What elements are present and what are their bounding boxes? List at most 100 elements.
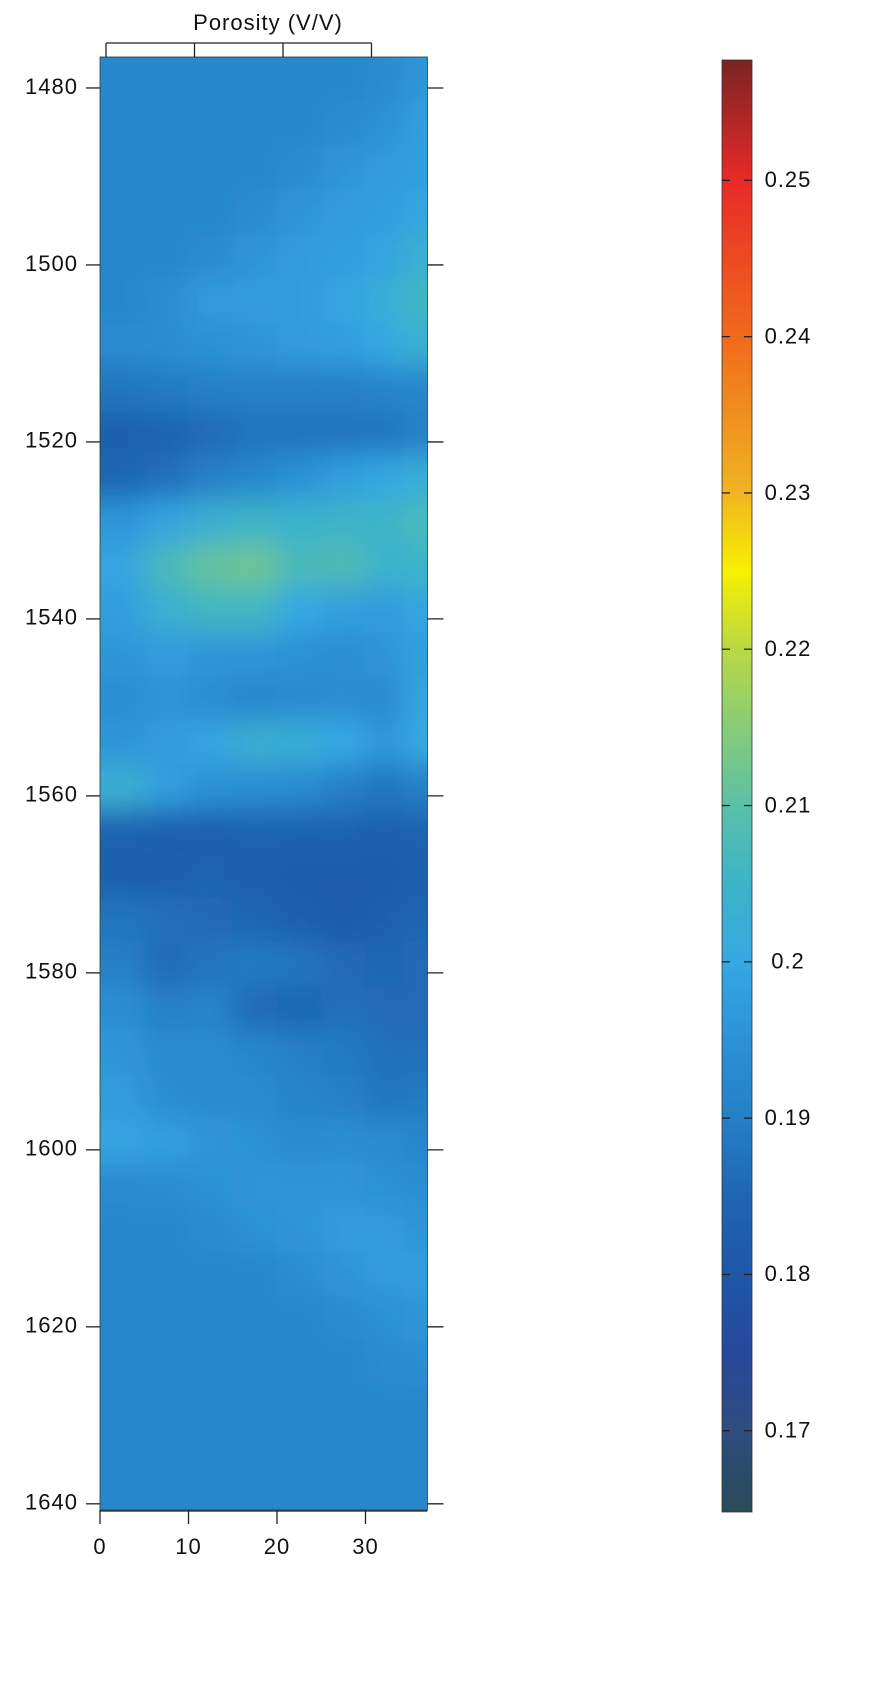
heatmap-cell <box>321 1118 366 1164</box>
heatmap-cell <box>232 410 278 456</box>
heatmap-cell <box>277 1472 322 1510</box>
heatmap-cell <box>100 632 145 677</box>
heatmap-cell <box>277 1118 322 1164</box>
heatmap-cell <box>365 1030 404 1076</box>
heatmap-cell <box>232 676 278 722</box>
heatmap-cell <box>277 145 322 191</box>
heatmap-cell <box>232 278 278 323</box>
heatmap-cell <box>365 189 404 235</box>
heatmap-cell <box>365 101 404 146</box>
heatmap-cell <box>403 1251 428 1297</box>
heatmap-cell <box>403 897 428 943</box>
heatmap-cell <box>144 897 189 943</box>
y-tick-label: 1540 <box>25 605 78 630</box>
heatmap-cell <box>144 455 189 500</box>
heatmap-cell <box>403 986 428 1031</box>
heatmap-cell <box>403 587 428 633</box>
heatmap-cell <box>144 1251 189 1297</box>
heatmap-cell <box>232 1340 278 1385</box>
heatmap-cell <box>321 587 366 633</box>
heatmap-cell <box>232 1118 278 1164</box>
y-tick-label: 1480 <box>25 74 78 99</box>
heatmap-cell <box>277 57 322 102</box>
heatmap-cell <box>403 410 428 456</box>
heatmap-cell <box>144 676 189 722</box>
heatmap-cell <box>277 941 322 987</box>
heatmap-cell <box>277 587 322 633</box>
heatmap-cell <box>403 1118 428 1164</box>
heatmap-cell <box>277 676 322 722</box>
heatmap-cell <box>100 543 145 589</box>
heatmap-cell <box>144 1340 189 1385</box>
heatmap-cell <box>100 366 145 412</box>
heatmap-cell <box>188 1251 234 1297</box>
heatmap-cell <box>277 322 322 368</box>
heatmap-cell <box>321 764 366 810</box>
heatmap-cell <box>144 145 189 191</box>
heatmap-cell <box>321 897 366 943</box>
heatmap-cell <box>232 809 278 854</box>
heatmap-cell <box>188 101 234 146</box>
heatmap-cell <box>144 57 189 102</box>
heatmap-cell <box>365 1074 404 1120</box>
heatmap-cell <box>144 1163 189 1208</box>
heatmap-cell <box>403 632 428 677</box>
heatmap-cell <box>188 366 234 412</box>
heatmap-cell <box>321 1384 366 1430</box>
heatmap-cell <box>232 1384 278 1430</box>
heatmap-cell <box>100 1340 145 1385</box>
heatmap-cell <box>365 278 404 323</box>
heatmap-cell <box>403 366 428 412</box>
heatmap-cell <box>144 366 189 412</box>
heatmap-cell <box>403 941 428 987</box>
heatmap-cell <box>365 587 404 633</box>
heatmap-cell <box>144 278 189 323</box>
heatmap-cell <box>277 720 322 766</box>
heatmap-cell <box>365 764 404 810</box>
heatmap-cell <box>144 764 189 810</box>
heatmap-cell <box>277 809 322 854</box>
heatmap-cell <box>321 322 366 368</box>
heatmap-cell <box>188 1472 234 1510</box>
heatmap-cell <box>277 1428 322 1474</box>
heatmap-cell <box>365 986 404 1031</box>
heatmap-cell <box>365 499 404 545</box>
heatmap-cell <box>144 1030 189 1076</box>
heatmap-cell <box>188 1384 234 1430</box>
heatmap-cell <box>277 764 322 810</box>
colorbar-tick-label: 0.25 <box>765 167 812 192</box>
heatmap-cell <box>188 720 234 766</box>
heatmap-cell <box>232 897 278 943</box>
heatmap-cell <box>232 853 278 899</box>
heatmap-cell <box>100 1163 145 1208</box>
heatmap-cell <box>188 1030 234 1076</box>
heatmap-cell <box>365 897 404 943</box>
colorbar-tick-label: 0.21 <box>765 792 812 817</box>
heatmap-cell <box>277 101 322 146</box>
heatmap-cell <box>232 1472 278 1510</box>
heatmap-cell <box>277 366 322 412</box>
heatmap-cell <box>365 809 404 854</box>
heatmap-cell <box>321 720 366 766</box>
heatmap-cell <box>321 1251 366 1297</box>
heatmap-cell <box>277 853 322 899</box>
heatmap-cell <box>403 322 428 368</box>
heatmap-cell <box>321 499 366 545</box>
heatmap-cell <box>100 233 145 279</box>
heatmap-cell <box>277 455 322 500</box>
chart-title: Porosity (V/V) <box>193 10 343 35</box>
heatmap-cell <box>365 543 404 589</box>
heatmap-cell <box>144 101 189 146</box>
heatmap-cell <box>277 897 322 943</box>
heatmap-cell <box>365 720 404 766</box>
heatmap-cell <box>144 189 189 235</box>
heatmap-cell <box>365 1207 404 1253</box>
heatmap-cell <box>277 1384 322 1430</box>
heatmap-cell <box>100 941 145 987</box>
heatmap-cell <box>321 366 366 412</box>
heatmap-cell <box>100 1074 145 1120</box>
heatmap-cell <box>232 1207 278 1253</box>
heatmap <box>100 57 428 1510</box>
heatmap-cell <box>403 57 428 102</box>
